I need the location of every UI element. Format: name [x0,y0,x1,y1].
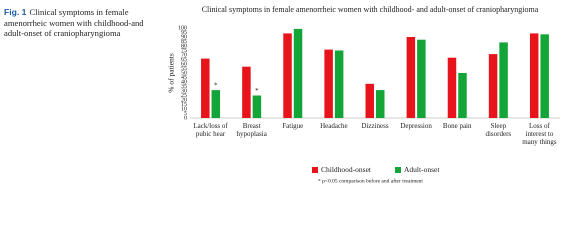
bar [376,90,385,118]
y-tick-label: 45 [181,75,187,81]
y-tick-label: 50 [181,70,187,76]
x-tick-label: Bone pain [442,122,472,130]
bar [201,58,210,118]
bar [499,42,508,118]
footnote: * p<0.05 comparison before and after tre… [318,177,423,184]
significance-marker: * [255,87,259,95]
caption-label: Fig. 1 [4,7,27,17]
y-axis-label: % of patients [167,53,176,93]
x-tick-label: Loss of interest to many things [522,122,557,146]
y-tick-label: 30 [181,88,187,94]
y-tick-label: 65 [181,57,187,63]
y-tick-label: 15 [181,102,187,108]
y-tick-label: 100 [178,25,187,31]
x-tick-label: Lack/loss of pubic hear [193,122,228,138]
bar [211,90,221,118]
bar [293,28,303,118]
bar [252,95,262,118]
chart-title: Clinical symptoms in female amenorrheic … [202,5,539,14]
y-tick-label: 35 [181,84,187,90]
bar [406,37,416,118]
caption: Fig. 1 Clinical symptoms in female amenor… [4,7,162,39]
legend-swatch [312,167,318,173]
caption-text: Clinical symptoms in female amenorrheic … [4,7,144,38]
y-tick-label: 85 [181,39,187,45]
y-tick-label: 95 [181,30,187,36]
x-tick-label: Fatigue [282,122,304,130]
y-tick-label: 5 [184,111,187,117]
bar [540,34,549,118]
chart: Clinical symptoms in female amenorrheic … [167,5,560,184]
x-tick-label: Breast hypoplasia [236,122,267,138]
bar [529,33,539,118]
y-tick-label: 75 [181,48,187,54]
x-tick-label: Depression [400,122,432,130]
bar [447,57,457,118]
x-tick-label: Headache [320,122,348,130]
y-tick-label: 70 [181,52,187,58]
y-tick-label: 20 [181,97,187,103]
x-tick-label: Dizziness [361,122,389,130]
y-tick-label: 25 [181,93,187,99]
bar [324,49,333,118]
bar [242,66,251,118]
y-tick-label: 10 [181,106,187,112]
y-tick-label: 60 [181,61,187,67]
bar [488,54,498,118]
y-tick-label: 40 [181,79,187,85]
bar [334,50,344,118]
legend-label: Childhood-onset [321,165,372,174]
y-tick-label: 0 [184,115,187,121]
bar [365,83,374,118]
figure: Fig. 1 Clinical symptoms in female amenor… [4,5,560,184]
bar [458,73,467,118]
bar [417,39,426,119]
y-tick-label: 80 [181,43,187,49]
bar [283,33,292,118]
legend-swatch [395,167,401,173]
y-tick-label: 55 [181,66,187,72]
y-tick-label: 90 [181,34,187,40]
significance-marker: * [214,82,218,90]
x-tick-label: Sleep disorders [485,122,512,138]
legend-label: Adult-onset [404,165,440,174]
